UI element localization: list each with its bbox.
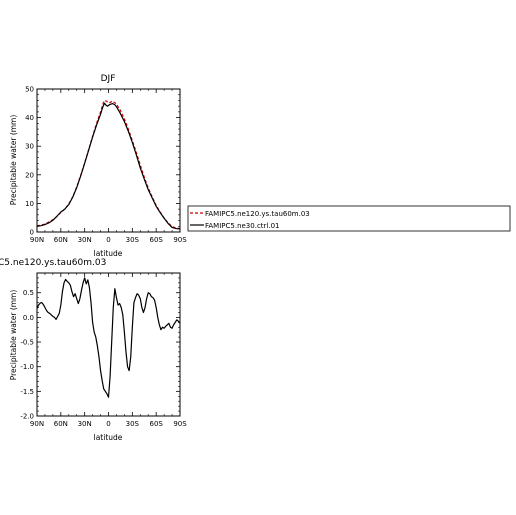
- panel-top: DJF 90N 60N 30N 0 30S 60S 90S 0 10 20 30 40 50 lati…: [9, 74, 187, 258]
- legend-frame: [187, 205, 511, 232]
- x-tick-label: 90S: [173, 236, 187, 244]
- panel-top-y-ticks: 0 10 20 30 40 50: [25, 86, 180, 237]
- y-tick-label: 0: [30, 229, 34, 237]
- panel-bottom-title: C5.ne120.ys.tau60m.03: [0, 258, 106, 268]
- x-tick-label: 90N: [30, 420, 44, 428]
- panel-bottom-y-ticks: -2.0 -1.5 -1.0 -0.5 0.0 0.5: [20, 272, 180, 421]
- y-tick-label: 0.5: [23, 289, 34, 297]
- legend-label-series-2: FAMIPC5.ne30.ctrl.01: [205, 222, 280, 230]
- y-tick-label: 50: [25, 86, 34, 94]
- x-tick-label: 0: [106, 236, 110, 244]
- x-tick-label: 30S: [126, 236, 140, 244]
- panel-bottom-x-label: latitude: [94, 433, 123, 442]
- y-tick-label: -1.0: [20, 363, 34, 371]
- x-tick-label: 30S: [126, 420, 140, 428]
- y-tick-label: 10: [25, 200, 34, 208]
- series-line-1: [36, 277, 181, 398]
- y-tick-label: 30: [25, 143, 34, 151]
- panel-bottom-y-label: Precipitable water (mm): [9, 290, 18, 381]
- panel-top-x-label: latitude: [94, 249, 123, 258]
- legend: FAMIPC5.ne120.ys.tau60m.03 FAMIPC5.ne30.…: [187, 205, 511, 232]
- series-line-2: [36, 102, 181, 230]
- panel-bottom-series-lines: [36, 277, 181, 398]
- panel-bottom-x-ticks: 90N 60N 30N 0 30S 60S 90S: [30, 273, 187, 428]
- y-tick-label: 0.0: [23, 314, 34, 322]
- x-tick-label: 0: [106, 420, 110, 428]
- y-tick-label: 40: [25, 114, 34, 122]
- y-tick-label: 20: [25, 171, 34, 179]
- x-tick-label: 30N: [78, 236, 92, 244]
- x-tick-label: 60N: [54, 420, 68, 428]
- x-tick-label: 60S: [149, 420, 163, 428]
- x-tick-label: 60N: [54, 236, 68, 244]
- panel-top-series-lines: [36, 99, 181, 230]
- panel-bottom: C5.ne120.ys.tau60m.03 90N 60N 30N 0 30S 60S 90…: [0, 258, 187, 442]
- panel-top-x-ticks: 90N 60N 30N 0 30S 60S 90S: [30, 89, 187, 244]
- x-tick-label: 90N: [30, 236, 44, 244]
- y-tick-label: -0.5: [20, 339, 34, 347]
- x-tick-label: 60S: [149, 236, 163, 244]
- x-tick-label: 90S: [173, 420, 187, 428]
- x-tick-label: 30N: [78, 420, 92, 428]
- y-tick-label: -1.5: [20, 388, 34, 396]
- panel-top-y-label: Precipitable water (mm): [9, 115, 18, 206]
- panel-top-title: DJF: [101, 74, 116, 84]
- legend-label-series-1: FAMIPC5.ne120.ys.tau60m.03: [205, 210, 310, 218]
- y-tick-label: -2.0: [20, 413, 34, 421]
